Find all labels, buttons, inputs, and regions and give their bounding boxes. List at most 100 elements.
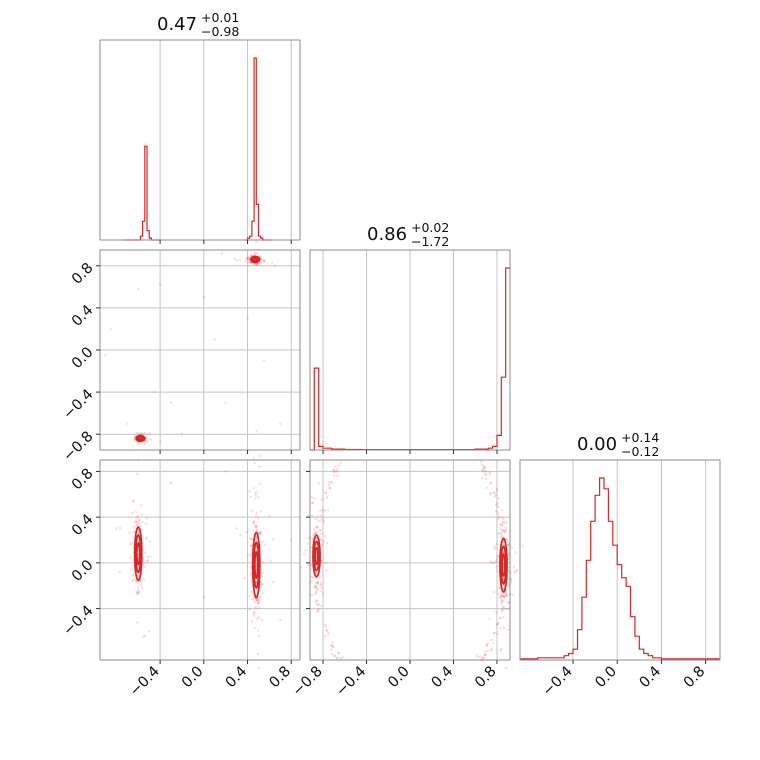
title-1-minus: −0.98 [201,24,239,39]
scatter-2-1-point-52 [137,431,140,435]
scatter-3-2-cluster-1-contour-2 [501,553,506,577]
scatter-3-1-point-343 [249,552,253,556]
scatter-2-1-point-85 [263,259,266,263]
scatter-3-2-point-449 [318,509,322,513]
scatter-3-2-point-80 [315,583,319,586]
scatter-3-1-point-229 [246,553,250,557]
scatter-3-2-point-453 [315,525,318,528]
scatter-3-1-point-190 [259,595,263,599]
scatter-3-2-point-172 [502,551,505,555]
title-param-3: 0.00 +0.14 −0.12 [577,430,659,459]
scatter-3-1-point-134 [134,510,138,513]
grid-layer [100,40,707,660]
scatter-3-1-ytick-label-0: 0.8 [69,466,97,494]
title-2-minus: −1.72 [411,234,449,249]
scatter-3-2-point-27 [324,561,327,565]
scatter-3-2-point-432 [493,631,496,635]
scatter-2-1-point-148 [259,255,262,259]
scatter-3-2-point-446 [314,592,317,595]
scatter-3-1-point-172 [248,608,252,611]
scatter-3-1-point-402 [115,527,118,530]
scatter-3-2-point-292 [506,607,510,611]
scatter-3-2-cluster-1-contour-0 [499,537,508,593]
scatter-3-1-point-124 [136,514,140,518]
scatter-3-1-point-360 [252,520,256,523]
scatter-3-1-point-250 [255,617,259,620]
scatter-3-1-point-168 [250,590,253,594]
scatter-3-2-point-124 [316,515,320,518]
scatter-3-2-point-387 [493,545,496,549]
scatter-3-1-point-323 [261,560,264,564]
scatter-3-1-point-138 [137,588,140,592]
scatter-3-2-point-467 [329,648,333,651]
scatter-3-1-point-367 [250,620,254,623]
scatter-2-1-cluster-1-contour-1 [251,256,260,263]
scatter-3-2-point-539 [486,649,489,653]
scatter-3-2-point-481 [492,491,496,494]
scatter-3-2-point-514 [337,651,341,655]
scatter-3-2-point-183 [496,632,499,635]
scatter-3-2-point-151 [310,537,314,540]
title-param-2: 0.86 +0.02 −1.72 [367,220,449,249]
diag-1-hist-step [245,57,272,241]
scatter-3-1-cluster-1-contour-0 [251,531,261,599]
scatter-3-2-point-420 [333,468,336,471]
scatter-3-1-point-55 [136,586,140,589]
scatter-3-2-point-367 [499,647,503,651]
diag-3-xtick-label-2: 0.4 [637,664,665,692]
scatter-3-2-point-498 [317,603,321,606]
scatter-2-1-point-192 [273,264,277,268]
scatter-3-2-point-410 [507,557,510,561]
scatter-3-1-point-403 [279,618,282,622]
scatter-3-2-point-438 [500,509,504,512]
scatter-2-1-point-126 [243,260,247,263]
scatter-3-1-point-327 [239,533,242,537]
scatter-3-1-point-57 [137,518,140,522]
scatter-3-2-point-475 [327,483,331,487]
scatter-3-2-point-460 [323,509,327,512]
scatter-3-2-point-3 [323,534,327,538]
scatter-3-1-point-3 [138,590,141,594]
scatter-3-2-point-394 [501,528,504,532]
scatter-3-1-point-364 [256,602,260,605]
scatter-3-2-point-534 [334,470,338,474]
scatter-2-1-point-165 [250,253,254,257]
scatter-3-1-point-78 [129,556,132,560]
scatter-3-2-point-11 [321,592,325,596]
scatter-3-2-point-487 [495,501,499,505]
scatter-3-2-point-277 [501,593,505,596]
scatter-3-2-point-528 [323,623,327,627]
scatter-2-1-cluster-0-contour-0 [135,434,146,443]
scatter-3-2-point-107 [314,517,318,521]
scatter-3-2-point-148 [310,495,314,499]
scatter-3-2-point-177 [492,590,496,594]
scatter-3-1-point-348 [252,611,256,614]
scatter-2-1-point-69 [136,442,140,445]
scatter-3-1-point-405 [235,527,238,530]
scatter-3-1-point-241 [252,599,256,602]
scatter-2-1-point-184 [169,401,173,404]
scatter-3-1-point-135 [134,579,138,583]
scatter-2-1-point-28 [133,434,137,438]
scatter-3-2-point-452 [314,586,318,589]
scatter-3-1-point-54 [135,523,138,526]
scatter-3-2-point-8 [311,501,315,505]
scatter-3-2-point-23 [315,571,318,574]
scatter-3-2-xtick-label-2: 0.0 [385,664,413,692]
scatter-3-2-point-222 [501,521,504,524]
scatter-3-2-point-504 [492,632,496,635]
scatter-3-2-point-524 [339,657,342,660]
scatter-3-2-point-259 [501,543,505,547]
scatter-3-2-point-442 [489,647,493,651]
scatter-2-1-point-56 [142,442,146,446]
scatter-3-1-point-179 [261,583,265,587]
scatter-2-1-point-158 [260,257,264,261]
scatter-3-1-point-346 [254,549,258,552]
scatter-3-2-point-473 [497,517,500,521]
scatter-2-1-point-79 [253,252,257,256]
diag-3-hist-step [520,477,720,660]
scatter-3-2-point-72 [322,520,325,523]
scatter-3-2-point-64 [319,528,323,532]
scatter-3-1-point-198 [256,516,260,520]
scatter-3-2-point-233 [502,551,505,555]
